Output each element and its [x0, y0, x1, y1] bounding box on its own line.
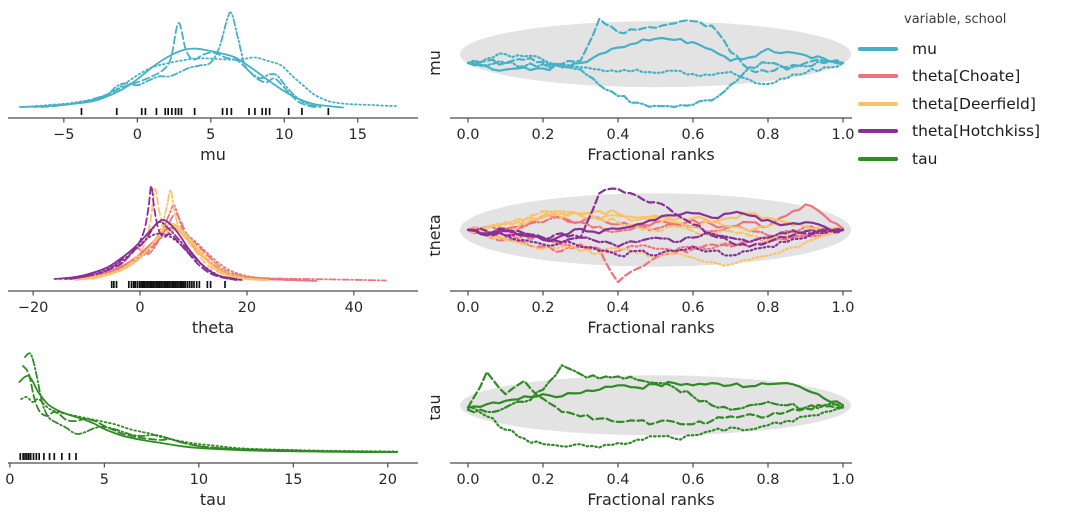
legend-item-theta-deerfield-: theta[Deerfield] — [858, 90, 1078, 118]
legend-swatch — [858, 129, 898, 134]
x-tick-label: −20 — [18, 300, 49, 316]
x-tick-label: 0.6 — [681, 127, 704, 143]
kde-curve-chain-1 — [40, 21, 319, 109]
x-tick-label: 0.2 — [531, 300, 554, 316]
x-tick-label: 1.0 — [831, 472, 854, 488]
legend-title: variable, school — [904, 12, 1007, 27]
tau-density-plot: 0 5 10 15 20 tau — [5, 352, 418, 509]
x-tick-label: 10 — [190, 472, 208, 488]
x-tick-label: 5 — [100, 472, 109, 488]
x-tick-label: 0 — [5, 472, 14, 488]
rank-trace-chain-2 — [466, 364, 845, 414]
kde-curve-Deerfield-3 — [91, 189, 270, 281]
x-tick-label: 0.6 — [681, 472, 704, 488]
x-tick-label: 0.2 — [531, 127, 554, 143]
x-tick-label: 40 — [345, 300, 363, 316]
legend: variable, school mu theta[Choate] theta[De… — [858, 2, 1078, 173]
rank-trace-chain-3 — [466, 406, 845, 449]
x-tick-label: 15 — [349, 127, 367, 143]
rank-trace-chain-3 — [466, 52, 845, 86]
legend-swatch — [858, 101, 898, 106]
rank-trace-chain-0 — [466, 36, 845, 72]
legend-item-theta-choate-: theta[Choate] — [858, 63, 1078, 91]
x-axis-label: Fractional ranks — [587, 490, 714, 509]
x-tick-label: 1.0 — [831, 127, 854, 143]
x-tick-label: 0 — [133, 127, 142, 143]
x-tick-label: 0.0 — [456, 127, 479, 143]
rank-trace-Deerfield-0 — [466, 209, 845, 231]
x-axis-label: theta — [192, 318, 234, 337]
legend-item-tau: tau — [858, 145, 1078, 173]
theta-density-plot: −20 0 20 40 theta — [8, 185, 418, 337]
x-axis-label: mu — [200, 145, 226, 164]
legend-item-mu: mu — [858, 35, 1078, 63]
kde-curve-chain-1 — [22, 365, 399, 453]
mu-rank-plot: 0.0 0.2 0.4 0.6 0.8 1.0 Fractional ranks mu — [430, 17, 855, 164]
legend-label: tau — [912, 149, 938, 168]
x-tick-label: 15 — [284, 472, 302, 488]
x-tick-label: 20 — [238, 300, 256, 316]
x-tick-label: 0.8 — [756, 472, 779, 488]
x-tick-label: 0.6 — [681, 300, 704, 316]
x-tick-label: 10 — [275, 127, 293, 143]
legend-items: mu theta[Choate] theta[Deerfield] theta[Hot… — [858, 35, 1078, 173]
legend-item-theta-hotchkiss-: theta[Hotchkiss] — [858, 118, 1078, 146]
kde-curve-Hotchkiss-1 — [64, 185, 238, 281]
rank-trace-chain-2 — [466, 60, 845, 109]
x-axis-label: Fractional ranks — [587, 318, 714, 337]
x-tick-label: 0.8 — [756, 300, 779, 316]
legend-swatch — [858, 156, 898, 161]
confidence-ellipse — [460, 375, 851, 436]
kde-curve-chain-0 — [18, 374, 399, 453]
legend-swatch — [858, 46, 898, 51]
x-tick-label: 5 — [206, 127, 215, 143]
tau-rank-plot: 0.0 0.2 0.4 0.6 0.8 1.0 Fractional ranks tau — [430, 364, 855, 509]
mu-density-plot: −5 0 5 10 15 mu — [8, 11, 418, 164]
rank-trace-chain-1 — [466, 370, 845, 426]
rank-trace-Hotchkiss-3 — [466, 227, 845, 248]
theta-rank-plot: 0.0 0.2 0.4 0.6 0.8 1.0 Fractional ranks theta — [430, 187, 855, 337]
x-axis-label: Fractional ranks — [587, 145, 714, 164]
kde-curve-Choate-3 — [80, 204, 387, 282]
x-tick-label: 0.0 — [456, 472, 479, 488]
kde-curve-chain-2 — [33, 11, 322, 108]
kde-curve-Choate-2 — [69, 229, 302, 281]
legend-swatch — [858, 74, 898, 79]
x-tick-label: 0.4 — [606, 127, 629, 143]
legend-label: mu — [912, 39, 937, 58]
rank-trace-Hotchkiss-2 — [466, 228, 845, 258]
y-axis-label: mu — [430, 50, 444, 76]
x-tick-label: 0.0 — [456, 300, 479, 316]
x-tick-label: 1.0 — [831, 300, 854, 316]
legend-label: theta[Choate] — [912, 67, 1021, 86]
rank-trace-chain-0 — [466, 380, 845, 409]
x-tick-label: 0.4 — [606, 300, 629, 316]
x-tick-label: 0.2 — [531, 472, 554, 488]
y-axis-label: theta — [430, 214, 444, 256]
legend-label: theta[Hotchkiss] — [912, 122, 1041, 141]
x-tick-label: 0.8 — [756, 127, 779, 143]
kde-curve-chain-3 — [21, 56, 397, 108]
legend-label: theta[Deerfield] — [912, 94, 1036, 113]
kde-curve-Deerfield-2 — [80, 229, 270, 281]
x-tick-label: 20 — [379, 472, 397, 488]
kde-curve-chain-2 — [24, 352, 399, 453]
x-tick-label: 0.4 — [606, 472, 629, 488]
x-tick-label: −5 — [53, 127, 74, 143]
y-axis-label: tau — [430, 394, 444, 420]
kde-curve-Hotchkiss-3 — [69, 220, 238, 280]
kde-curve-chain-3 — [20, 396, 399, 453]
rank-trace-Hotchkiss-0 — [466, 210, 845, 243]
confidence-ellipse — [460, 21, 851, 88]
x-axis-label: tau — [200, 490, 226, 509]
x-tick-label: 0 — [135, 300, 144, 316]
